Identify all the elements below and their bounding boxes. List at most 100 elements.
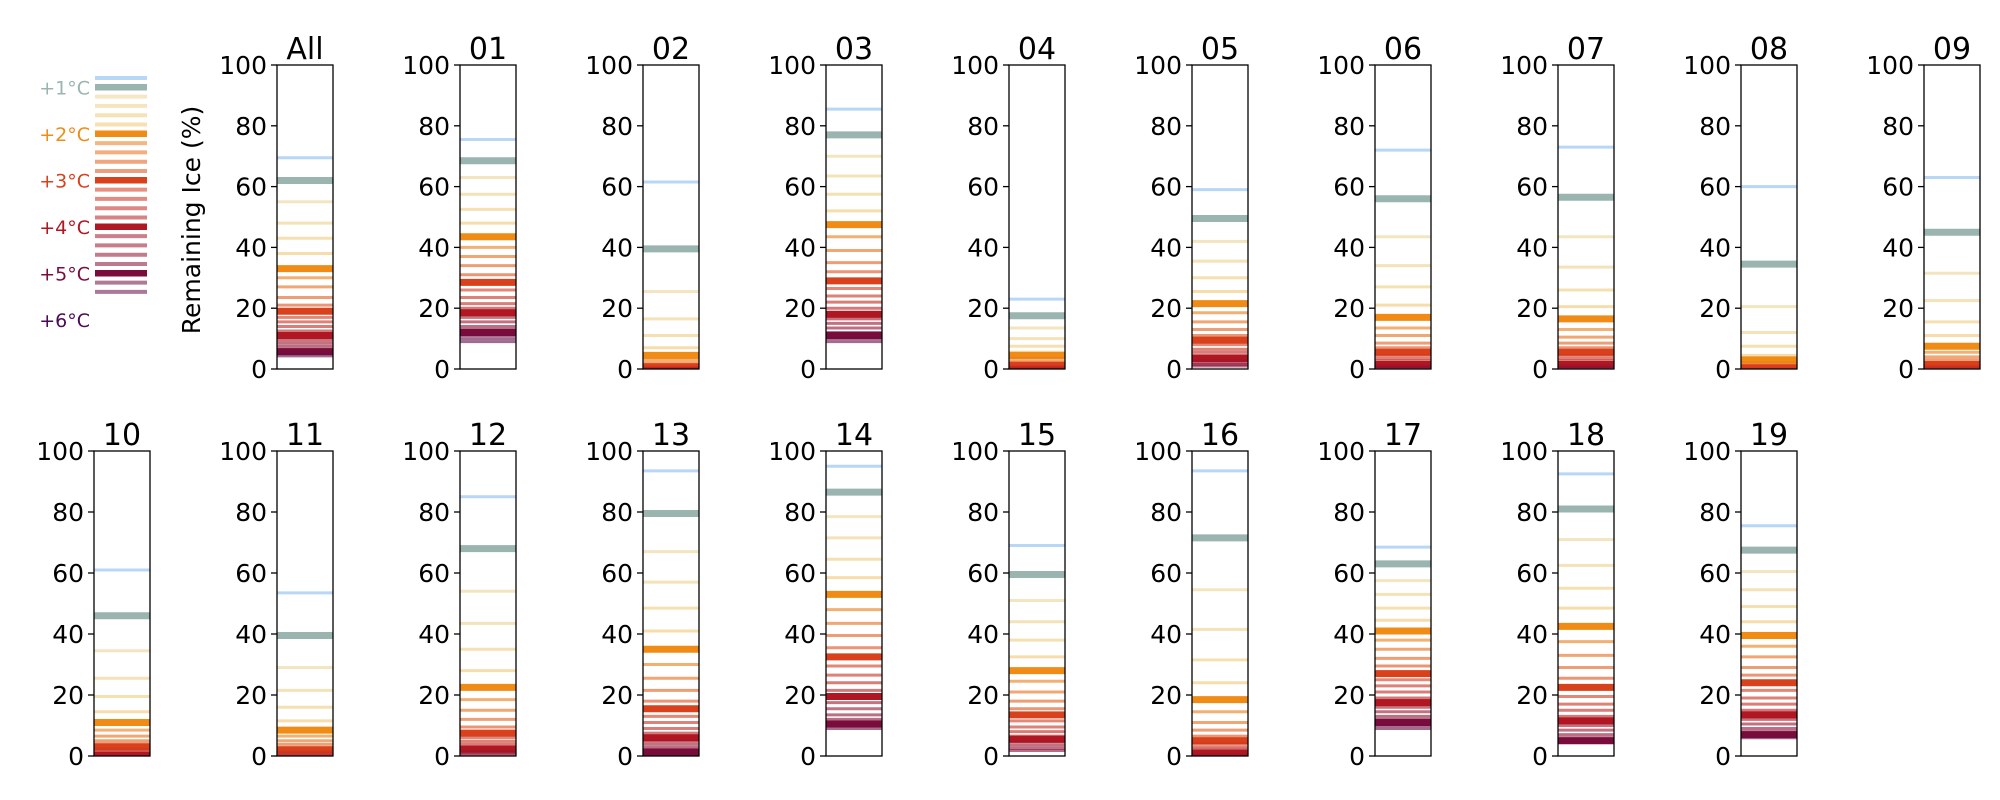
y-tick-label: 80 bbox=[784, 112, 816, 141]
panel-title: 07 bbox=[1567, 32, 1605, 67]
y-tick-label: 40 bbox=[784, 233, 816, 262]
y-tick-label: 100 bbox=[219, 51, 267, 80]
y-tick-label: 40 bbox=[1699, 620, 1731, 649]
y-tick-label: 80 bbox=[1333, 498, 1365, 527]
panel-title: 13 bbox=[652, 418, 690, 453]
y-tick-label: 80 bbox=[1699, 112, 1731, 141]
y-tick-label: 40 bbox=[1150, 233, 1182, 262]
panel: 19 0 20 40 60 80 100 bbox=[1683, 418, 1798, 771]
panel: 14 0 20 40 60 80 100 bbox=[768, 418, 883, 771]
y-tick-label: 40 bbox=[1333, 233, 1365, 262]
legend: +1°C +2°C +3°C +4°C +5°C +6°C bbox=[39, 76, 147, 332]
y-tick-label: 20 bbox=[52, 681, 84, 710]
y-tick-label: 60 bbox=[784, 173, 816, 202]
y-tick-label: 60 bbox=[967, 559, 999, 588]
y-tick-label: 40 bbox=[235, 233, 267, 262]
y-tick-label: 100 bbox=[1500, 51, 1548, 80]
y-tick-label: 100 bbox=[585, 51, 633, 80]
y-tick-label: 80 bbox=[418, 112, 450, 141]
y-tick-label: 20 bbox=[418, 294, 450, 323]
y-tick-label: 100 bbox=[1134, 51, 1182, 80]
y-tick-label: 0 bbox=[617, 355, 633, 384]
y-tick-label: 100 bbox=[1317, 51, 1365, 80]
y-tick-label: 40 bbox=[235, 620, 267, 649]
y-tick-label: 20 bbox=[967, 294, 999, 323]
y-tick-label: 0 bbox=[983, 742, 999, 771]
y-tick-label: 100 bbox=[768, 51, 816, 80]
plot-frame bbox=[276, 450, 334, 757]
y-tick-label: 20 bbox=[418, 681, 450, 710]
y-tick-label: 100 bbox=[768, 437, 816, 466]
legend-label: +5°C bbox=[39, 263, 90, 285]
plot-frame bbox=[276, 64, 334, 370]
panel: 13 0 20 40 60 80 100 bbox=[585, 418, 700, 771]
y-tick-label: 100 bbox=[402, 51, 450, 80]
y-tick-label: 80 bbox=[1150, 112, 1182, 141]
panel: 07 0 20 40 60 80 100 bbox=[1500, 32, 1615, 384]
y-tick-label: 60 bbox=[52, 559, 84, 588]
panel-title: 05 bbox=[1201, 32, 1239, 67]
panel: 17 0 20 40 60 80 100 bbox=[1317, 418, 1432, 771]
y-tick-label: 20 bbox=[784, 681, 816, 710]
panels: All 0 20 40 60 80 100 0 10 20 40 60 80 100 0 20 20 40 60 80… bbox=[36, 32, 1981, 771]
y-tick-label: 20 bbox=[601, 294, 633, 323]
y-tick-label: 80 bbox=[418, 498, 450, 527]
y-tick-label: 60 bbox=[418, 559, 450, 588]
y-tick-label: 60 bbox=[1699, 173, 1731, 202]
y-tick-label: 80 bbox=[1516, 112, 1548, 141]
panel-title: 19 bbox=[1750, 418, 1788, 453]
y-tick-label: 100 bbox=[1317, 437, 1365, 466]
y-tick-label: 0 bbox=[1715, 355, 1731, 384]
y-tick-label: 60 bbox=[1699, 559, 1731, 588]
panel: 06 0 20 40 60 80 100 bbox=[1317, 32, 1432, 384]
plot-frame bbox=[93, 450, 151, 757]
y-tick-label: 40 bbox=[601, 233, 633, 262]
y-tick-label: 20 bbox=[1150, 681, 1182, 710]
y-tick-label: 0 bbox=[1715, 742, 1731, 771]
panel: 03 0 20 40 60 80 100 bbox=[768, 32, 883, 384]
y-tick-label: 20 bbox=[1882, 294, 1914, 323]
y-tick-label: 40 bbox=[418, 620, 450, 649]
y-tick-label: 20 bbox=[967, 681, 999, 710]
y-tick-label: 60 bbox=[1333, 559, 1365, 588]
y-tick-label: 0 bbox=[617, 742, 633, 771]
y-tick-label: 40 bbox=[1516, 620, 1548, 649]
plot-frame bbox=[1923, 64, 1981, 370]
y-tick-label: 80 bbox=[235, 112, 267, 141]
y-tick-label: 40 bbox=[1882, 233, 1914, 262]
y-tick-label: 40 bbox=[1699, 233, 1731, 262]
y-tick-label: 100 bbox=[219, 437, 267, 466]
plot-frame bbox=[825, 64, 883, 370]
y-tick-label: 80 bbox=[1516, 498, 1548, 527]
y-tick-label: 80 bbox=[52, 498, 84, 527]
y-tick-label: 80 bbox=[1150, 498, 1182, 527]
y-tick-label: 0 bbox=[68, 742, 84, 771]
y-tick-label: 0 bbox=[1532, 742, 1548, 771]
y-tick-label: 20 bbox=[1150, 294, 1182, 323]
y-tick-label: 20 bbox=[601, 681, 633, 710]
panel-title: 10 bbox=[103, 418, 141, 453]
y-tick-label: 0 bbox=[1166, 742, 1182, 771]
panel-title: 15 bbox=[1018, 418, 1056, 453]
y-tick-label: 20 bbox=[1333, 294, 1365, 323]
panel: 09 0 20 40 60 80 100 bbox=[1866, 32, 1981, 384]
plot-frame bbox=[1557, 64, 1615, 370]
y-tick-label: 40 bbox=[1333, 620, 1365, 649]
y-tick-label: 60 bbox=[784, 559, 816, 588]
y-tick-label: 80 bbox=[1882, 112, 1914, 141]
y-tick-label: 60 bbox=[1150, 559, 1182, 588]
plot-frame bbox=[1557, 450, 1615, 757]
legend-label: +4°C bbox=[39, 217, 90, 239]
panel: 11 0 20 40 60 80 100 bbox=[219, 418, 334, 771]
plot-frame bbox=[1740, 450, 1798, 757]
y-tick-label: 20 bbox=[1516, 681, 1548, 710]
y-tick-label: 60 bbox=[967, 173, 999, 202]
plot-frame bbox=[459, 64, 517, 370]
y-tick-label: 0 bbox=[1532, 355, 1548, 384]
panel-title: 04 bbox=[1018, 32, 1056, 67]
y-tick-label: 60 bbox=[418, 173, 450, 202]
y-tick-label: 40 bbox=[601, 620, 633, 649]
panel-title: All bbox=[286, 32, 323, 67]
